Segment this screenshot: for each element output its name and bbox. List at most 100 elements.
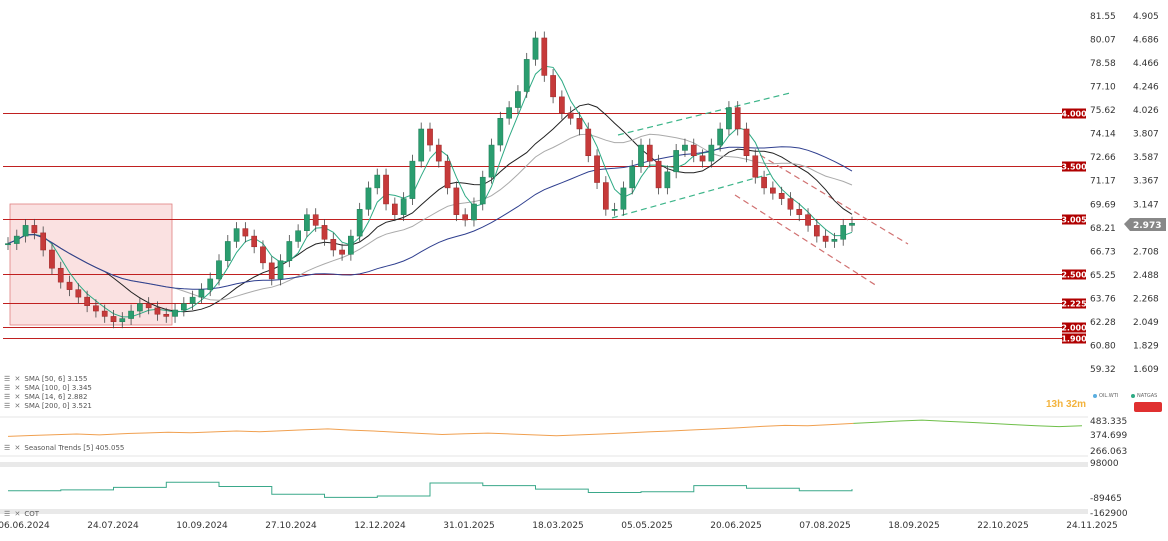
candle-body (128, 310, 134, 319)
level-label: 4.000 (1061, 110, 1087, 119)
x-tick-label: 12.12.2024 (354, 521, 406, 531)
x-tick-label: 18.09.2025 (888, 521, 940, 531)
panel-separator (0, 509, 1088, 514)
candle-body (189, 296, 196, 304)
x-tick-label: 22.10.2025 (977, 521, 1029, 531)
legend-item-sma14[interactable]: ☰ ✕ SMA [14, 6] 2.882 (4, 393, 88, 401)
y-tick-label-left: 77.10 (1090, 83, 1116, 93)
level-label-box (1062, 161, 1086, 172)
candle-body (40, 232, 47, 251)
candle-body (145, 303, 152, 309)
candle-body (330, 239, 337, 251)
candle-body (75, 289, 82, 298)
instrument-tag-natgas[interactable]: NATGAS (1131, 393, 1157, 399)
settings-icon[interactable]: ☰ ✕ (4, 510, 22, 518)
settings-icon[interactable]: ☰ ✕ (4, 444, 22, 452)
cot-tick-label: -89465 (1090, 494, 1122, 504)
y-tick-label-right: 4.026 (1133, 106, 1159, 116)
x-tick-label: 06.06.2024 (0, 521, 50, 531)
legend-item-sma200[interactable]: ☰ ✕ SMA [200, 0] 3.521 (4, 402, 92, 410)
candle-body (594, 155, 600, 183)
candle-body (207, 278, 214, 290)
candle-body (752, 155, 759, 178)
candle-body (233, 228, 240, 242)
candle-body (22, 225, 29, 237)
candle-body (391, 203, 398, 215)
candle-body (418, 128, 425, 162)
settings-icon[interactable]: ☰ ✕ (4, 384, 22, 392)
cot-y-axis: 98000 -89465 -162900 (1090, 459, 1128, 519)
level-label-box (1062, 322, 1086, 333)
level-label: 3.005 (1061, 216, 1087, 225)
down-channel-upper (759, 154, 909, 245)
candle-body (321, 225, 328, 240)
candle-body (93, 305, 99, 312)
seasonal-tick-label: 374.699 (1090, 431, 1127, 441)
candle-body (743, 128, 750, 157)
y-tick-label-left: 68.21 (1090, 224, 1116, 234)
candle-body (453, 187, 460, 215)
x-tick-label: 27.10.2024 (265, 521, 317, 531)
candle-body (84, 296, 90, 306)
y-tick-label-left: 69.69 (1090, 200, 1116, 210)
candle-body (365, 187, 372, 210)
candle-body (602, 182, 609, 210)
y-tick-label-right: 2.268 (1133, 294, 1159, 304)
x-tick-label: 07.08.2025 (799, 521, 851, 531)
y-tick-label-left: 80.07 (1090, 36, 1116, 46)
candle-body (66, 281, 73, 290)
x-tick-label: 05.05.2025 (621, 521, 673, 531)
y-tick-label-left: 78.58 (1090, 59, 1116, 69)
legend-item-sma100[interactable]: ☰ ✕ SMA [100, 0] 3.345 (4, 384, 92, 392)
y-tick-label-left: 60.80 (1090, 341, 1116, 351)
current-price-tag: 2.973 (1124, 218, 1166, 231)
y-tick-label-left: 75.62 (1090, 106, 1116, 116)
level-label-box (1062, 108, 1086, 119)
settings-icon[interactable]: ☰ ✕ (4, 402, 22, 410)
cot-tick-label: -162900 (1090, 509, 1128, 519)
seasonal-legend[interactable]: ☰ ✕ Seasonal Trends [5] 405.055 (4, 444, 125, 452)
down-channel-lower (734, 194, 878, 287)
alert-button[interactable] (1134, 402, 1162, 412)
x-tick-label: 20.06.2025 (710, 521, 762, 531)
instrument-tag-oil[interactable]: OIL.WTI (1093, 393, 1118, 399)
y-tick-label-right: 1.609 (1133, 365, 1159, 375)
x-tick-label: 31.01.2025 (443, 521, 495, 531)
x-tick-label: 24.07.2024 (87, 521, 139, 531)
candle-body (734, 107, 741, 130)
y-tick-label-right: 1.829 (1133, 341, 1159, 351)
candle-body (409, 160, 416, 199)
legend-item-sma50[interactable]: ☰ ✕ SMA [50, 6] 3.155 (4, 375, 88, 383)
settings-icon[interactable]: ☰ ✕ (4, 393, 22, 401)
y-tick-label-right: 3.367 (1133, 177, 1159, 187)
candles (5, 31, 855, 329)
candle-body (277, 260, 284, 280)
candle-body (559, 96, 565, 114)
level-label-box (1062, 298, 1086, 309)
candle-body (268, 262, 275, 280)
candle-body (49, 249, 55, 269)
y-tick-label-left: 72.66 (1090, 153, 1116, 163)
y-tick-label-right: 3.587 (1133, 153, 1159, 163)
candle-body (567, 112, 574, 119)
candle-body (585, 128, 592, 157)
seasonal-tick-label: 266.063 (1090, 447, 1127, 457)
candle-body (462, 214, 469, 221)
candle-body (383, 174, 389, 205)
candle-body (119, 318, 126, 323)
candle-body (717, 128, 723, 146)
candle-body (497, 118, 504, 146)
candle-body (840, 225, 847, 240)
settings-icon[interactable]: ☰ ✕ (4, 375, 22, 383)
seasonal-trend-line (7, 419, 1083, 437)
candle-body (356, 209, 363, 237)
level-label: 2.000 (1061, 324, 1087, 333)
y-tick-label-left: 66.73 (1090, 247, 1116, 257)
candle-body (444, 160, 451, 189)
candle-body (515, 91, 521, 108)
candle-body (620, 187, 627, 210)
candle-body (339, 249, 345, 255)
y-tick-label-right: 2.049 (1133, 318, 1159, 328)
cot-legend[interactable]: ☰ ✕ COT (4, 510, 40, 518)
